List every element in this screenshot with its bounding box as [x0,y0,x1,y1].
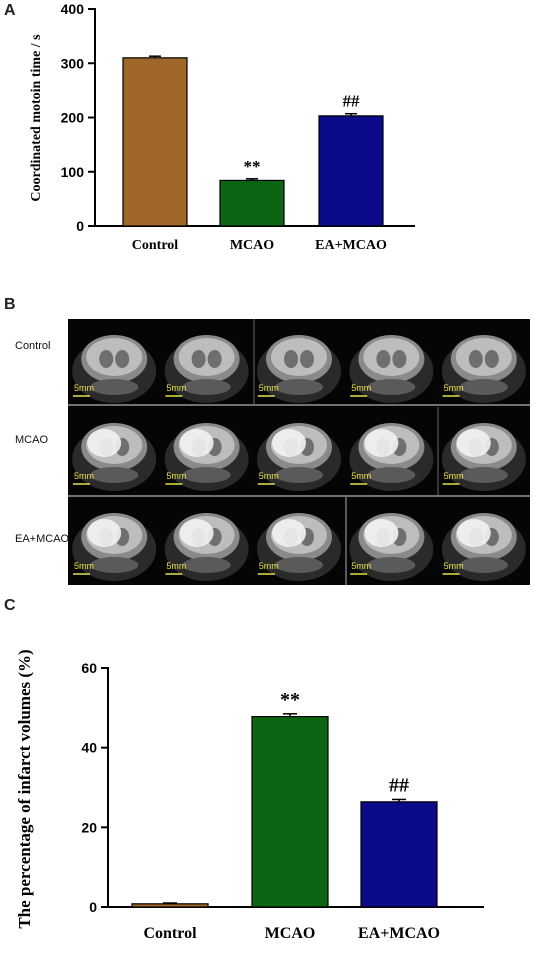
chart-c: 0 20 40 60 The percentage of infarct volumes… [15,649,484,942]
scale-label: 5mm [74,471,94,481]
category-label: Control [143,925,197,942]
scale-label: 5mm [259,383,279,393]
y-tick-label: 400 [61,1,85,17]
scale-label: 5mm [259,561,279,571]
scale-label: 5mm [351,561,371,571]
mri-slice [72,423,157,491]
y-tick-label: 60 [81,660,97,676]
y-tick-label: 300 [61,55,85,71]
significance-mark: ## [389,774,409,796]
mri-slice [441,335,526,403]
y-axis-label: The percentage of infarct volumes (%) [15,649,34,928]
y-tick-label: 40 [81,740,97,756]
y-tick-label: 200 [61,110,85,126]
mri-slice [257,513,341,581]
scale-label: 5mm [444,471,464,481]
mri-slice [349,423,434,491]
mri-slice [72,335,157,403]
scale-label: 5mm [259,471,279,481]
scale-label: 5mm [351,471,371,481]
mri-slice [257,423,341,491]
bar-mcao [219,179,285,227]
y-tick-label: 0 [76,218,84,234]
mri-slice [257,335,341,403]
panel-letter-a: A [4,2,16,19]
significance-mark: ## [343,92,361,111]
category-label: Control [132,238,179,253]
significance-mark: ** [244,157,261,176]
category-label: EA+MCAO [358,925,440,942]
significance-mark: ** [280,689,300,711]
bar-ea-mcao [318,115,384,227]
mri-row-label-control: Control [15,340,51,352]
scale-label: 5mm [166,561,186,571]
y-tick-label: 100 [61,164,85,180]
mri-row-label-mcao: MCAO [15,434,48,446]
chart-a: 0 100 200 300 400 Coordinated motoin time / s… [29,1,415,253]
y-axis-label: Coordinated motoin time / s [29,34,44,202]
mri-slice [164,513,249,581]
category-label: EA+MCAO [315,238,387,253]
mri-slice [164,423,249,491]
mri-slice [349,335,434,403]
y-tick-label: 20 [81,819,97,835]
bar-mcao [251,715,329,908]
mri-slice [349,513,434,581]
panel-letter-b: B [4,296,16,313]
scale-label: 5mm [444,561,464,571]
y-tick-label: 0 [89,899,97,915]
mri-slice [164,335,249,403]
mri-slice [441,513,526,581]
category-label: MCAO [265,925,316,942]
mri-slice [441,423,526,491]
mri-row-label-ea-mcao: EA+MCAO [15,533,70,545]
scale-label: 5mm [166,471,186,481]
mri-slice [72,513,157,581]
mri-image-grid: 5mm 5mm 5mm 5mm 5mm 5mm 5mm 5mm 5mm 5mm 5mm 5mm 5mm 5… [68,319,530,585]
bar-control [131,903,209,908]
scale-label: 5mm [74,561,94,571]
mri-slices: 5mm 5mm 5mm 5mm 5mm 5mm 5mm 5mm 5mm 5mm 5mm 5mm 5mm 5… [68,319,530,585]
scale-label: 5mm [444,383,464,393]
panel-letter-c: C [4,597,16,614]
scale-label: 5mm [351,383,371,393]
bar-control [122,57,188,227]
category-label: MCAO [230,238,274,253]
scale-label: 5mm [166,383,186,393]
scale-label: 5mm [74,383,94,393]
bar-ea-mcao [360,801,438,908]
